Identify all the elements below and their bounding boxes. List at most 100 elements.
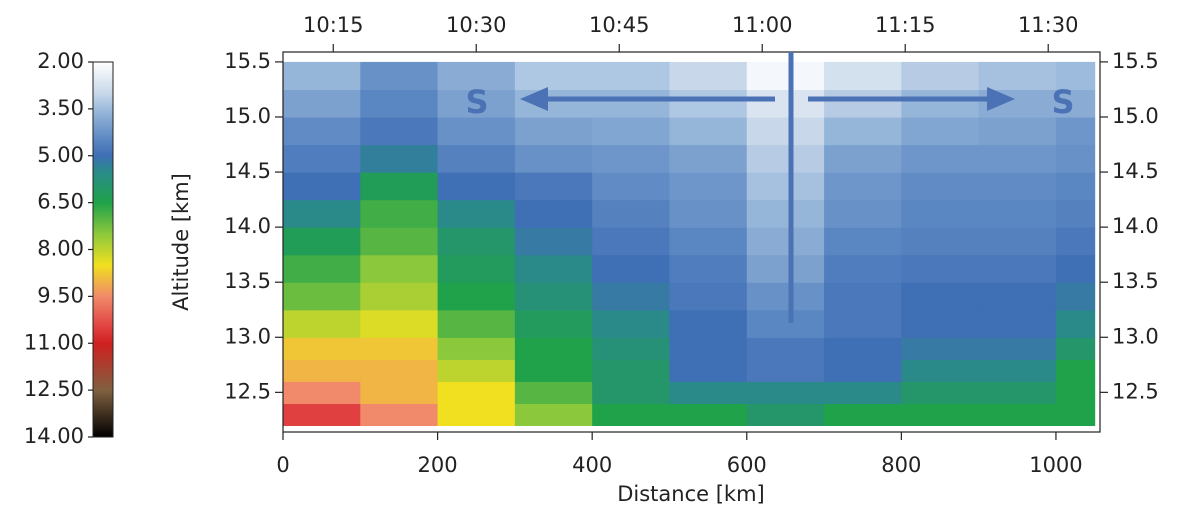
heatmap-cell [283,337,361,360]
heatmap-cell [592,381,671,404]
heatmap-cell [669,309,748,338]
colorbar-tick-label: 11.00 [24,330,84,354]
heatmap-cell [360,381,439,404]
y-tick-label: 13.5 [224,269,271,293]
heatmap-cell [360,172,439,201]
heatmap-cell [824,381,902,404]
heatmap-cell [592,89,671,118]
x-tick-label: 800 [881,453,921,477]
heatmap-cell [669,381,748,404]
heatmap [283,61,1096,426]
x-tick-label: 0 [276,453,289,477]
heatmap-cell [669,172,748,201]
heatmap-cell [978,359,1057,382]
heatmap-cell [1055,89,1096,118]
heatmap-cell [283,89,361,118]
x-axis-label: Distance [km] [617,482,765,506]
heatmap-cell [901,309,980,338]
y-tick-label-right: 15.5 [1112,49,1159,73]
heatmap-cell [360,199,439,228]
heatmap-cell [824,61,902,91]
heatmap-cell [592,337,671,360]
y-tick-label: 14.5 [224,159,271,183]
heatmap-cell [283,309,361,338]
colorbar-tick-label: 8.00 [37,237,84,261]
heatmap-cell [1055,337,1096,360]
heatmap-cell [824,337,902,360]
arrow-left-head [520,87,548,111]
heatmap-cell [592,359,671,382]
x-tick-label: 600 [727,453,767,477]
heatmap-cell [514,116,593,146]
heatmap-cell [514,144,593,173]
heatmap-cell [283,403,361,426]
y-tick-label: 14.0 [224,214,271,238]
annotation: S [1051,83,1074,121]
heatmap-cell [669,403,748,426]
x-tick-label: 200 [418,453,458,477]
heatmap-cell [669,199,748,228]
plot-frame [282,51,1101,433]
heatmap-cell [437,359,516,382]
heatmap-cell [669,337,748,360]
heatmap-cell [1055,199,1096,228]
heatmap-cell [1055,403,1096,426]
heatmap-cell [978,403,1057,426]
heatmap-cell [514,309,593,338]
heatmap-cell [283,254,361,283]
colorbar-tick-label: 3.50 [37,96,84,120]
y-tick-label-right: 13.5 [1112,269,1159,293]
heatmap-cell [824,116,902,146]
heatmap-cell [669,359,748,382]
heatmap-cell [360,89,439,118]
y-tick-label-right: 12.5 [1112,379,1159,403]
heatmap-cell [901,403,980,426]
heatmap-cell [824,227,902,256]
heatmap-cell [746,309,825,338]
heatmap-cell [360,144,439,173]
heatmap-cell [283,199,361,228]
heatmap-cell [514,337,593,360]
heatmap-cell [978,199,1057,228]
heatmap-cell [1055,144,1096,173]
heatmap-cell [1055,227,1096,256]
x2-tick-label: 10:15 [303,13,364,37]
heatmap-cell [824,282,902,311]
colorbar-tick-label: 2.00 [37,49,84,73]
heatmap-cell [592,254,671,283]
heatmap-cell [437,89,516,118]
x2-tick-label: 11:15 [875,13,936,37]
heatmap-cell [1055,309,1096,338]
heatmap-cell [746,254,825,283]
heatmap-cell [901,199,980,228]
heatmap-cell [1055,254,1096,283]
heatmap-cell [437,172,516,201]
heatmap-cell [669,227,748,256]
heatmap-cell [592,403,671,426]
heatmap-cell [514,227,593,256]
heatmap-cell [283,172,361,201]
heatmap-cell [978,227,1057,256]
heatmap-cell [360,359,439,382]
heatmap-cell [824,144,902,173]
heatmap-cell [437,227,516,256]
heatmap-cell [283,359,361,382]
heatmap-cell [746,282,825,311]
heatmap-cell [901,116,980,146]
heatmap-cell [824,359,902,382]
heatmap-cell [360,61,439,91]
heatmap-cell [824,254,902,283]
colorbar [92,61,114,438]
heatmap-cell [669,116,748,146]
heatmap-cell [746,337,825,360]
heatmap-cell [901,381,980,404]
heatmap-cell [360,254,439,283]
heatmap-cell [746,403,825,426]
x2-tick-label: 10:45 [589,13,650,37]
heatmap-cell [746,89,825,118]
y-tick-label: 13.0 [224,324,271,348]
colorbar-tick-label: 9.50 [37,283,84,307]
heatmap-cell [283,61,361,91]
heatmap-cell [437,403,516,426]
